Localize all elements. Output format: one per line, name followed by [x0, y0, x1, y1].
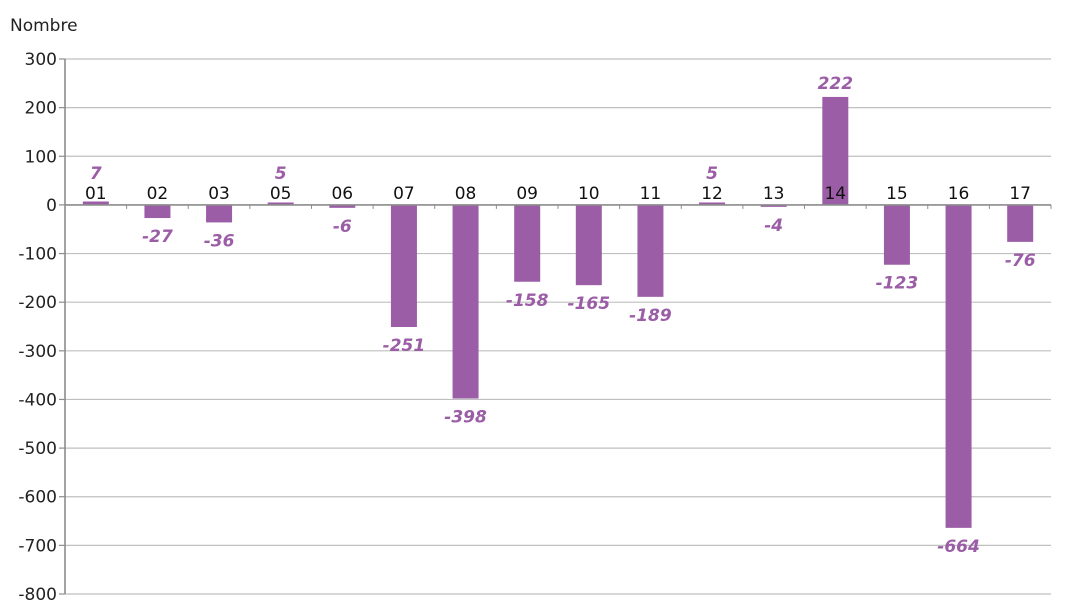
- x-tick-label: 14: [824, 184, 846, 204]
- y-tick-label: 300: [25, 50, 57, 70]
- y-tick-label: 100: [25, 147, 57, 167]
- y-tick-labels: 300 200 100 0 -100 -200 -300 -400 -500 -600 -700 -8…: [18, 50, 57, 601]
- data-label: -158: [506, 291, 549, 311]
- y-tick-label: 0: [46, 196, 57, 216]
- x-tick-label: 16: [948, 184, 970, 204]
- x-tick-label: 08: [455, 184, 477, 204]
- x-tick-labels: 01 02 03 05 06 07 08 09 10 11 12 13 14 15 16 17: [85, 184, 1031, 204]
- bars: [82, 96, 1034, 528]
- bar: [637, 204, 664, 297]
- bar: [267, 202, 294, 205]
- data-label: 222: [818, 74, 854, 94]
- bar: [760, 204, 787, 207]
- data-label: 5: [706, 164, 718, 184]
- y-tick-label: -800: [18, 585, 57, 601]
- gridlines: [59, 58, 1051, 595]
- data-label: -6: [333, 217, 352, 237]
- x-tick-label: 17: [1009, 184, 1031, 204]
- y-axis-title: Nombre: [10, 16, 78, 36]
- bar: [144, 204, 171, 219]
- bar: [206, 204, 233, 223]
- bar: [822, 96, 849, 205]
- y-tick-label: 200: [25, 99, 57, 119]
- y-tick-label: -200: [18, 293, 57, 313]
- x-tick-label: 12: [701, 184, 723, 204]
- x-tick-label: 06: [331, 184, 353, 204]
- y-tick-label: -700: [18, 536, 57, 556]
- y-tick-label: -100: [18, 245, 57, 265]
- bar: [945, 204, 972, 528]
- x-tick-label: 10: [578, 184, 600, 204]
- x-tick-label: 11: [640, 184, 662, 204]
- data-labels: 7 -27 -36 5 -6 -251 -398 -158 -165 -189 5 -4 222 -123…: [90, 74, 1036, 557]
- bar: [514, 204, 541, 282]
- data-label: 5: [275, 164, 287, 184]
- y-tick-label: -400: [18, 390, 57, 410]
- data-label: -4: [764, 216, 783, 236]
- x-tick-label: 01: [85, 184, 107, 204]
- axes: [64, 59, 1052, 594]
- bar: [329, 204, 356, 208]
- bar: [699, 202, 726, 205]
- data-label: 7: [90, 164, 102, 184]
- y-tick-label: -600: [18, 488, 57, 508]
- bar: [883, 204, 910, 265]
- data-label: -36: [204, 231, 235, 251]
- y-tick-label: -500: [18, 439, 57, 459]
- bar: [452, 204, 479, 399]
- x-tick-label: 09: [516, 184, 538, 204]
- x-tick-label: 03: [208, 184, 230, 204]
- data-label: -76: [1005, 251, 1036, 271]
- x-tick-label: 13: [763, 184, 785, 204]
- bar: [82, 201, 109, 205]
- y-tick-label: -300: [18, 342, 57, 362]
- x-tick-label: 05: [270, 184, 292, 204]
- x-tick-label: 07: [393, 184, 415, 204]
- data-label: -123: [876, 274, 919, 294]
- bar: [1007, 204, 1034, 242]
- x-tick-label: 02: [147, 184, 169, 204]
- x-tick-label: 15: [886, 184, 908, 204]
- data-label: -664: [937, 537, 980, 557]
- data-label: -251: [383, 336, 426, 356]
- data-label: -165: [568, 294, 611, 314]
- bar: [575, 204, 602, 286]
- data-label: -398: [444, 407, 487, 427]
- data-label: -189: [629, 306, 672, 326]
- bar: [390, 204, 417, 327]
- data-label: -27: [142, 227, 173, 247]
